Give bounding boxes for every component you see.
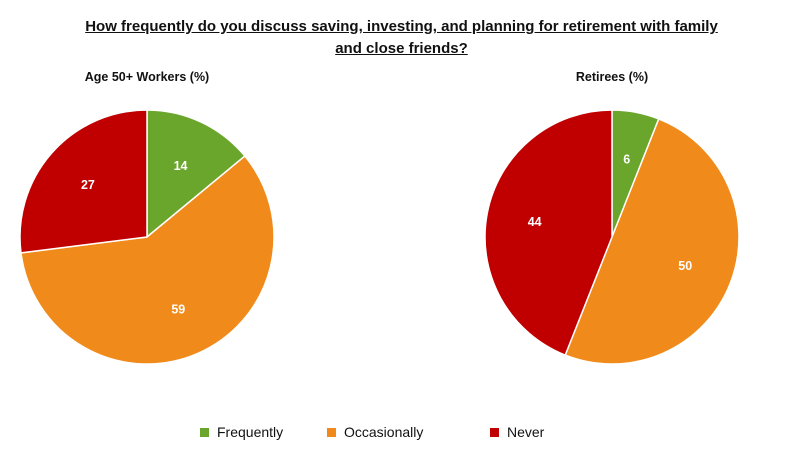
legend-item-frequently: Frequently <box>200 424 283 440</box>
data-label-frequently: 6 <box>623 153 630 167</box>
data-label-never: 27 <box>81 178 95 192</box>
data-label-frequently: 14 <box>174 159 188 173</box>
chart-title-line-1: How frequently do you discuss saving, in… <box>85 18 718 35</box>
pie-chart-1: Age 50+ Workers (%) 14 59 27 <box>19 70 275 365</box>
chart-title-line-2: and close friends? <box>335 40 468 57</box>
data-label-occasionally: 50 <box>678 259 692 273</box>
pie-slice-occasionally <box>564 117 740 365</box>
pie-slice-never <box>19 109 148 254</box>
legend-swatch-never <box>490 427 499 437</box>
pie-title-1: Age 50+ Workers (%) <box>85 70 209 84</box>
chart-title: How frequently do you discuss saving, in… <box>0 16 803 60</box>
legend-item-never: Never <box>490 424 544 440</box>
pie-slice-frequently <box>146 109 246 239</box>
pie-title-2: Retirees (%) <box>576 70 648 84</box>
legend-label-never: Never <box>507 424 545 440</box>
legend-swatch-frequently <box>200 427 209 437</box>
pie-chart-2: Retirees (%) 6 50 44 <box>484 70 740 365</box>
legend: Frequently Occasionally Never <box>0 424 803 444</box>
legend-label-occasionally: Occasionally <box>344 424 424 440</box>
pie-slice-never <box>484 109 613 357</box>
data-label-never: 44 <box>528 215 542 229</box>
legend-item-occasionally: Occasionally <box>327 424 423 440</box>
data-label-occasionally: 59 <box>171 302 185 316</box>
legend-label-frequently: Frequently <box>217 424 284 440</box>
legend-swatch-occasionally <box>327 427 336 437</box>
pie-slice-occasionally <box>20 154 275 365</box>
